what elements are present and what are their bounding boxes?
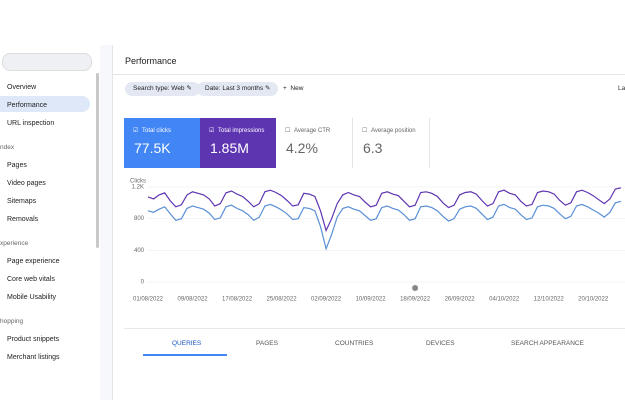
metric-card[interactable]: ☑ Total impressions 1.85M bbox=[200, 118, 276, 168]
new-text: New bbox=[290, 85, 304, 92]
filter-text: Date: Last 3 months bbox=[205, 85, 264, 92]
nav-item[interactable]: URL inspection bbox=[7, 120, 55, 127]
property-selector[interactable] bbox=[2, 53, 92, 71]
x-tick-label: 02/09/2022 bbox=[311, 297, 342, 303]
metric-value: 1.85M bbox=[210, 140, 249, 156]
nav-section: xperience bbox=[0, 240, 29, 247]
nav-item[interactable]: Merchant listings bbox=[7, 354, 60, 361]
metric-value: 4.2% bbox=[286, 140, 318, 156]
nav-section: ndex bbox=[0, 144, 15, 151]
metric-card[interactable]: ☑ Total clicks 77.5K bbox=[124, 118, 200, 168]
metric-card[interactable]: ☐ Average position 6.3 bbox=[353, 118, 430, 168]
nav-item[interactable]: Sitemaps bbox=[7, 198, 37, 205]
series-line bbox=[147, 200, 622, 251]
tab[interactable]: PAGES bbox=[256, 340, 278, 347]
nav-item[interactable]: Page experience bbox=[7, 258, 60, 265]
metric-value: 6.3 bbox=[363, 140, 383, 156]
nav-item[interactable]: Video pages bbox=[7, 180, 46, 187]
y-tick-label: 0 bbox=[141, 280, 145, 286]
nav-item[interactable]: Overview bbox=[7, 84, 37, 91]
nav-item[interactable]: Pages bbox=[7, 162, 27, 169]
active-highlight bbox=[0, 96, 90, 112]
y-tick-label: 1.2K bbox=[132, 185, 144, 191]
filter-chip[interactable]: Search type: Web ✎ bbox=[125, 82, 200, 96]
tab[interactable]: COUNTRIES bbox=[335, 340, 374, 347]
x-tick-label: 17/08/2022 bbox=[222, 297, 253, 303]
sidebar bbox=[0, 45, 100, 400]
nav-item[interactable]: Product snippets bbox=[7, 336, 60, 343]
metric-card[interactable]: ☐ Average CTR 4.2% bbox=[276, 118, 353, 168]
top-band bbox=[0, 0, 625, 45]
annotation-marker bbox=[412, 285, 419, 291]
metric-label: Average CTR bbox=[294, 128, 331, 134]
new-filter[interactable]: + New bbox=[283, 85, 304, 92]
metric-label: Total clicks bbox=[142, 128, 172, 134]
series-line bbox=[147, 187, 622, 233]
metric-label: Average position bbox=[371, 128, 416, 134]
x-tick-label: 04/10/2022 bbox=[489, 297, 520, 303]
y-tick-label: 800 bbox=[134, 216, 145, 222]
y-axis-label: Clicks bbox=[130, 179, 146, 185]
metric-label: Total impressions bbox=[218, 128, 265, 134]
chart: Clicks 0 400 800 1.2K 01/08/2022 09/08/2022 17/… bbox=[130, 179, 625, 303]
divider bbox=[112, 74, 625, 75]
metric-value: 77.5K bbox=[134, 140, 171, 156]
nav-item[interactable]: Removals bbox=[7, 216, 39, 223]
tab-underline bbox=[143, 354, 227, 356]
nav-item[interactable]: Mobile Usability bbox=[7, 294, 57, 301]
x-tick-label: 01/08/2022 bbox=[133, 297, 164, 303]
x-tick-label: 26/09/2022 bbox=[445, 297, 476, 303]
x-tick-label: 25/08/2022 bbox=[267, 297, 298, 303]
tab[interactable]: DEVICES bbox=[426, 340, 455, 347]
last-updated: La bbox=[618, 85, 625, 92]
table-card bbox=[124, 328, 625, 400]
nav-item[interactable]: Performance bbox=[7, 102, 48, 109]
nav-section: hopping bbox=[0, 318, 24, 325]
x-tick-label: 10/09/2022 bbox=[356, 297, 387, 303]
x-tick-label: 09/08/2022 bbox=[178, 297, 209, 303]
scrollbar bbox=[96, 73, 99, 248]
x-tick-label: 18/09/2022 bbox=[400, 297, 431, 303]
x-tick-label: 12/10/2022 bbox=[534, 297, 565, 303]
y-tick-label: 400 bbox=[134, 248, 145, 254]
x-tick-label: 20/10/2022 bbox=[578, 297, 609, 303]
tab[interactable]: QUERIES bbox=[172, 340, 202, 347]
filter-chip[interactable]: Date: Last 3 months ✎ bbox=[197, 82, 279, 96]
filter-text: Search type: Web bbox=[133, 85, 185, 92]
tab[interactable]: SEARCH APPEARANCE bbox=[511, 340, 584, 347]
page-title: Performance bbox=[125, 56, 177, 66]
nav-item[interactable]: Core web vitals bbox=[7, 276, 55, 283]
